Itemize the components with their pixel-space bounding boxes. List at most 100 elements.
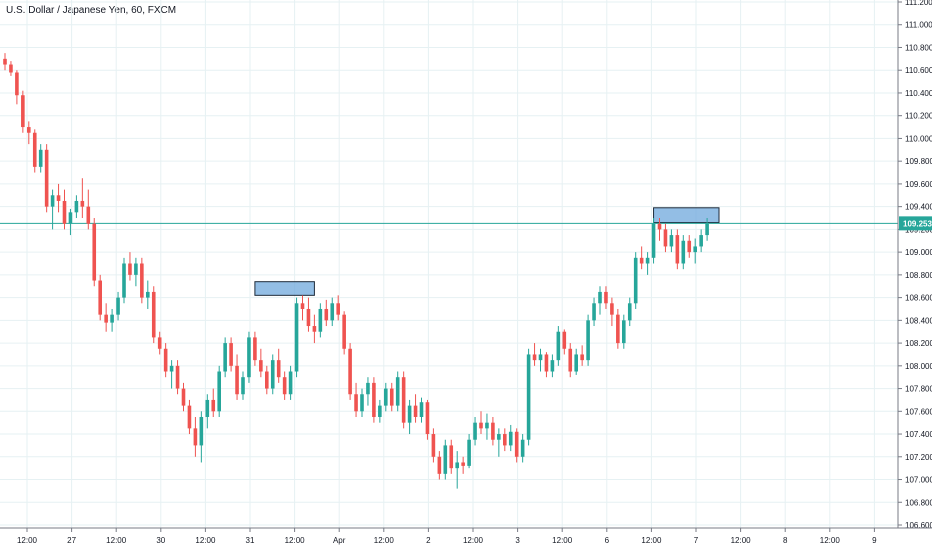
candle-body: [122, 263, 126, 298]
candle-body: [520, 439, 525, 457]
candle-body: [104, 314, 108, 323]
candle-body: [62, 200, 67, 224]
candle-body: [526, 354, 531, 440]
candle-body: [437, 456, 442, 474]
candle-body: [669, 235, 674, 247]
candle-body: [401, 377, 406, 423]
candle-body: [372, 382, 376, 417]
candle-body: [330, 303, 335, 321]
candle-body: [187, 405, 192, 429]
candle-body: [15, 72, 19, 96]
x-tick-label: 12:00: [641, 536, 662, 545]
candle-body: [598, 291, 602, 304]
x-tick-label: 2: [426, 536, 431, 545]
candle-body: [211, 399, 216, 412]
candle-body: [169, 365, 174, 372]
candle-body: [110, 314, 114, 323]
candle-body: [253, 337, 257, 361]
candle-body: [550, 360, 555, 372]
candle-body: [270, 360, 275, 389]
candle-body: [116, 297, 120, 315]
candle-body: [366, 382, 370, 395]
candle-body: [419, 402, 424, 417]
y-tick-label: 108.400: [905, 316, 932, 325]
candle-body: [693, 246, 697, 253]
x-tick-label: 12:00: [731, 536, 752, 545]
y-tick-label: 108.800: [905, 271, 932, 280]
candle-body: [151, 291, 156, 338]
candle-body: [532, 354, 537, 361]
candle-body: [241, 377, 245, 395]
candle-body: [461, 462, 465, 466]
candle-body: [175, 365, 180, 389]
candle-body: [473, 422, 477, 440]
candle-body: [324, 308, 329, 321]
x-tick-label: Apr: [333, 536, 346, 545]
candle-body: [485, 422, 489, 429]
candle-body: [616, 314, 620, 344]
x-tick-label: 12:00: [463, 536, 484, 545]
candle-body: [38, 149, 43, 167]
candle-body: [681, 240, 686, 264]
candle-body: [657, 223, 662, 230]
candle-body: [675, 235, 680, 264]
candle-body: [306, 308, 311, 327]
candle-body: [491, 422, 495, 440]
candle-body: [9, 64, 13, 73]
candle-body: [413, 405, 418, 417]
candle-body: [544, 354, 549, 372]
candle-body: [508, 431, 513, 446]
x-tick-label: 8: [783, 536, 788, 545]
candle-body: [645, 257, 650, 264]
resistance-zone: [653, 207, 720, 224]
x-tick-label: 12:00: [552, 536, 573, 545]
candle-body: [354, 394, 358, 412]
candle-body: [80, 200, 85, 207]
candle-body: [205, 399, 210, 417]
candle-body: [282, 377, 287, 395]
x-tick-label: 6: [605, 536, 610, 545]
y-tick-label: 110.400: [905, 89, 932, 98]
candle-body: [556, 331, 561, 361]
candle-body: [425, 402, 430, 435]
x-tick-label: 12:00: [17, 536, 38, 545]
y-tick-label: 107.400: [905, 430, 932, 439]
candle-body: [134, 263, 138, 275]
y-tick-label: 107.800: [905, 385, 932, 394]
x-tick-label: 12:00: [195, 536, 216, 545]
candle-body: [146, 291, 150, 298]
candle-body: [378, 405, 382, 417]
candle-body: [44, 149, 49, 207]
candle-body: [699, 235, 703, 247]
candle-body: [312, 326, 317, 332]
candle-body: [193, 428, 198, 446]
candle-body: [514, 431, 519, 457]
candle-body: [622, 320, 626, 344]
x-tick-label: 12:00: [106, 536, 127, 545]
candle-body: [294, 303, 299, 372]
candle-body: [449, 445, 454, 469]
candle-body: [538, 354, 543, 361]
candle-body: [56, 195, 61, 201]
x-tick-label: 12:00: [820, 536, 841, 545]
candle-body: [443, 445, 448, 474]
candle-body: [235, 365, 239, 395]
candle-body: [68, 212, 73, 224]
candle-body: [199, 416, 204, 446]
y-tick-label: 108.200: [905, 339, 932, 348]
candle-body: [50, 195, 55, 207]
candle-body: [86, 206, 91, 224]
current-price-label: 109.253: [903, 219, 932, 228]
candle-body: [342, 314, 346, 349]
grid-layer: [0, 0, 898, 528]
candle-body: [705, 223, 709, 236]
y-tick-label: 111.000: [905, 21, 932, 30]
candle-body: [479, 422, 483, 429]
candle-body: [21, 95, 25, 128]
candle-body: [74, 200, 79, 213]
candle-body: [276, 360, 281, 378]
candle-body: [217, 371, 221, 412]
y-tick-label: 109.400: [905, 203, 932, 212]
